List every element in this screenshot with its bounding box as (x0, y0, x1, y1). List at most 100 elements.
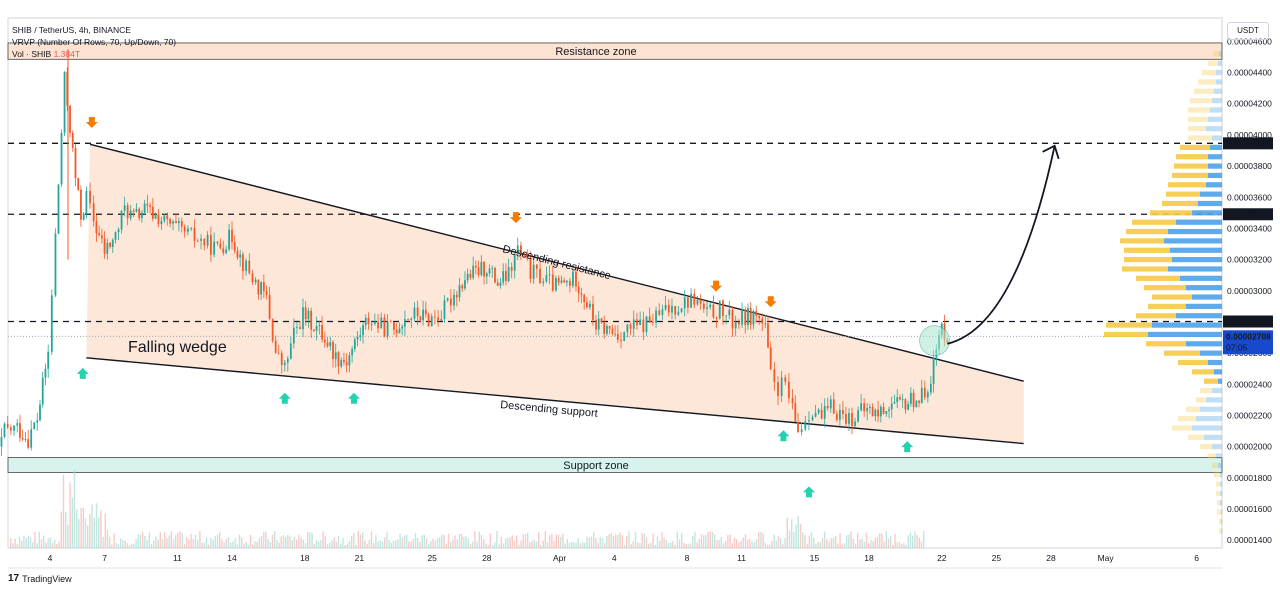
candle-body (27, 439, 30, 448)
candle-body (626, 324, 629, 333)
volume-bar (298, 534, 300, 548)
volume-bar (560, 536, 562, 548)
price-tick-label: 0.00001600 (1227, 504, 1272, 514)
candle-body (132, 210, 135, 212)
candle-body (24, 439, 27, 440)
volume-bar (597, 542, 599, 548)
volume-bar (621, 535, 623, 548)
volume-bar (793, 531, 795, 548)
price-tick-label: 0.00002200 (1227, 411, 1272, 421)
candle-body (271, 318, 274, 341)
candle-body (469, 273, 472, 278)
candle-body (245, 260, 248, 272)
projection-curve (947, 145, 1056, 345)
candle-body (157, 214, 160, 225)
candle-body (260, 282, 263, 295)
candle-body (583, 294, 586, 303)
tradingview-logo[interactable]: 17 TradingView (8, 573, 72, 584)
volume-bar (58, 541, 60, 548)
vp-up-row (1186, 303, 1222, 309)
candle-body (3, 423, 6, 437)
volume-bar (716, 540, 718, 548)
volume-bar (797, 516, 799, 548)
currency-button[interactable]: USDT (1227, 22, 1269, 40)
candle-body (123, 205, 126, 211)
candle-body (141, 212, 143, 218)
candle-body (706, 307, 708, 309)
candle-body (135, 208, 138, 212)
volume-bar (313, 543, 315, 548)
volume-bar (806, 544, 808, 548)
volume-bar (718, 540, 720, 548)
candle-body (885, 411, 888, 414)
vp-down-row (1164, 350, 1200, 356)
volume-bar (98, 517, 100, 548)
volume-bar (443, 535, 445, 548)
candle-body (395, 329, 398, 334)
volume-bar (659, 540, 661, 548)
volume-bar (573, 542, 575, 548)
candle-body (313, 329, 315, 331)
vp-up-row (1216, 69, 1222, 76)
candle-body (658, 310, 661, 315)
volume-bar (430, 541, 432, 548)
volume-bar (139, 534, 142, 548)
candle-body (623, 332, 626, 341)
candle-body (383, 317, 386, 337)
volume-bar (397, 539, 399, 548)
volume-bar (907, 535, 909, 548)
breakout-marker (919, 325, 950, 357)
candle-body (422, 309, 424, 321)
vp-up-row (1214, 88, 1222, 94)
volume-bar (595, 537, 597, 548)
volume-bar (815, 543, 817, 548)
candle-body (292, 327, 295, 344)
candle-body (577, 286, 580, 294)
volume-bar (111, 544, 113, 548)
candle-body (92, 203, 95, 222)
candle-body (407, 319, 409, 320)
volume-bar (29, 537, 32, 548)
vp-up-row (1170, 247, 1222, 253)
candle-body (734, 321, 737, 329)
candle-body (494, 267, 496, 283)
volume-bar (186, 537, 188, 548)
volume-bar (47, 538, 49, 548)
volume-bar (637, 542, 639, 548)
candle-body (44, 368, 47, 378)
candle-body (929, 383, 932, 393)
descending-resistance-line (89, 143, 1024, 382)
volume-bar (652, 533, 654, 548)
volume-bar (802, 532, 804, 548)
volume-bar (848, 534, 850, 548)
candle-body (239, 254, 242, 258)
candle-body (874, 409, 877, 417)
volume-bar (518, 544, 520, 548)
volume-bar (203, 542, 205, 548)
candle-body (767, 323, 769, 348)
candle-body (737, 321, 740, 325)
candle-body (857, 410, 859, 422)
candle-body (589, 303, 591, 308)
candle-body (367, 317, 370, 325)
volume-bar (458, 533, 461, 548)
volume-bar (318, 541, 320, 548)
price-tick-label: 0.00003400 (1227, 223, 1272, 233)
candle-body (453, 294, 455, 306)
vp-down-row (1186, 406, 1200, 412)
volume-bar (480, 534, 483, 548)
falling-wedge-label: Falling wedge (128, 339, 227, 356)
candle-body (699, 299, 702, 304)
volume-bar (315, 540, 318, 548)
volume-bar (707, 531, 709, 548)
candle-body (33, 422, 36, 430)
candle-body (777, 382, 779, 396)
volume-bar (227, 537, 230, 548)
candle-body (648, 316, 651, 323)
volume-bar (674, 544, 676, 548)
volume-bar (628, 531, 630, 548)
volume-bar (155, 536, 157, 548)
volume-bar (223, 542, 225, 548)
candle-body (160, 220, 163, 225)
